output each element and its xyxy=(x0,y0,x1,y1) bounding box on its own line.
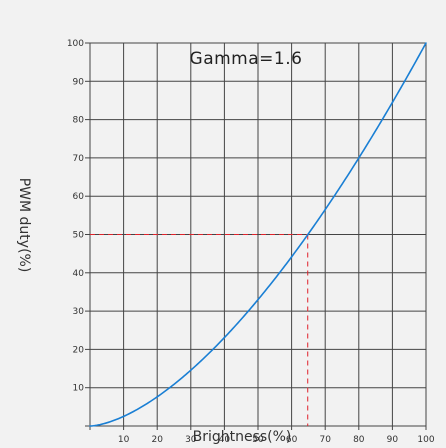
curve-point xyxy=(89,425,91,427)
x-tick-label: 80 xyxy=(353,435,365,445)
curve-point xyxy=(358,157,360,159)
y-tick-label: 50 xyxy=(73,231,85,241)
curve-point xyxy=(290,255,293,258)
x-tick-label: 30 xyxy=(185,435,197,445)
x-tick-label: 40 xyxy=(219,435,231,445)
curve-point xyxy=(223,336,226,339)
y-tick-label: 10 xyxy=(73,384,85,394)
x-tick-label: 20 xyxy=(151,435,163,445)
curve-point xyxy=(425,42,427,44)
y-tick-label: 20 xyxy=(73,345,85,355)
x-axis-title: Brightness(%) xyxy=(193,429,292,445)
x-tick-label: 70 xyxy=(319,435,331,445)
curve-point xyxy=(122,415,125,418)
x-tick-label: 60 xyxy=(286,435,298,445)
x-tick-label: 50 xyxy=(252,435,264,445)
y-tick-label: 100 xyxy=(67,39,84,49)
curve-point xyxy=(257,298,259,301)
y-tick-label: 30 xyxy=(73,307,85,317)
y-tick-label: 90 xyxy=(73,77,85,87)
tick-labels: 10 20 30 40 50 60 70 80 90 100 10 20 30 40 50 60 70 80 90 1… xyxy=(67,39,435,445)
y-tick-label: 60 xyxy=(73,192,85,202)
curve-point xyxy=(156,396,158,398)
grid xyxy=(85,42,427,430)
curve-point xyxy=(190,369,192,371)
gamma-annotation: Gamma=1.6 xyxy=(190,49,303,69)
curve-point xyxy=(391,101,394,104)
x-tick-label: 90 xyxy=(387,435,399,445)
y-axis-title: PWM duty(%) xyxy=(16,178,32,273)
curve-layer xyxy=(89,42,427,427)
curve-point xyxy=(324,208,327,211)
y-tick-label: 70 xyxy=(73,154,85,164)
x-tick-label: 10 xyxy=(118,435,130,445)
reference-lines xyxy=(90,234,309,426)
x-tick-label: 100 xyxy=(417,435,434,445)
y-tick-label: 80 xyxy=(73,116,85,126)
y-tick-label: 40 xyxy=(73,269,85,279)
